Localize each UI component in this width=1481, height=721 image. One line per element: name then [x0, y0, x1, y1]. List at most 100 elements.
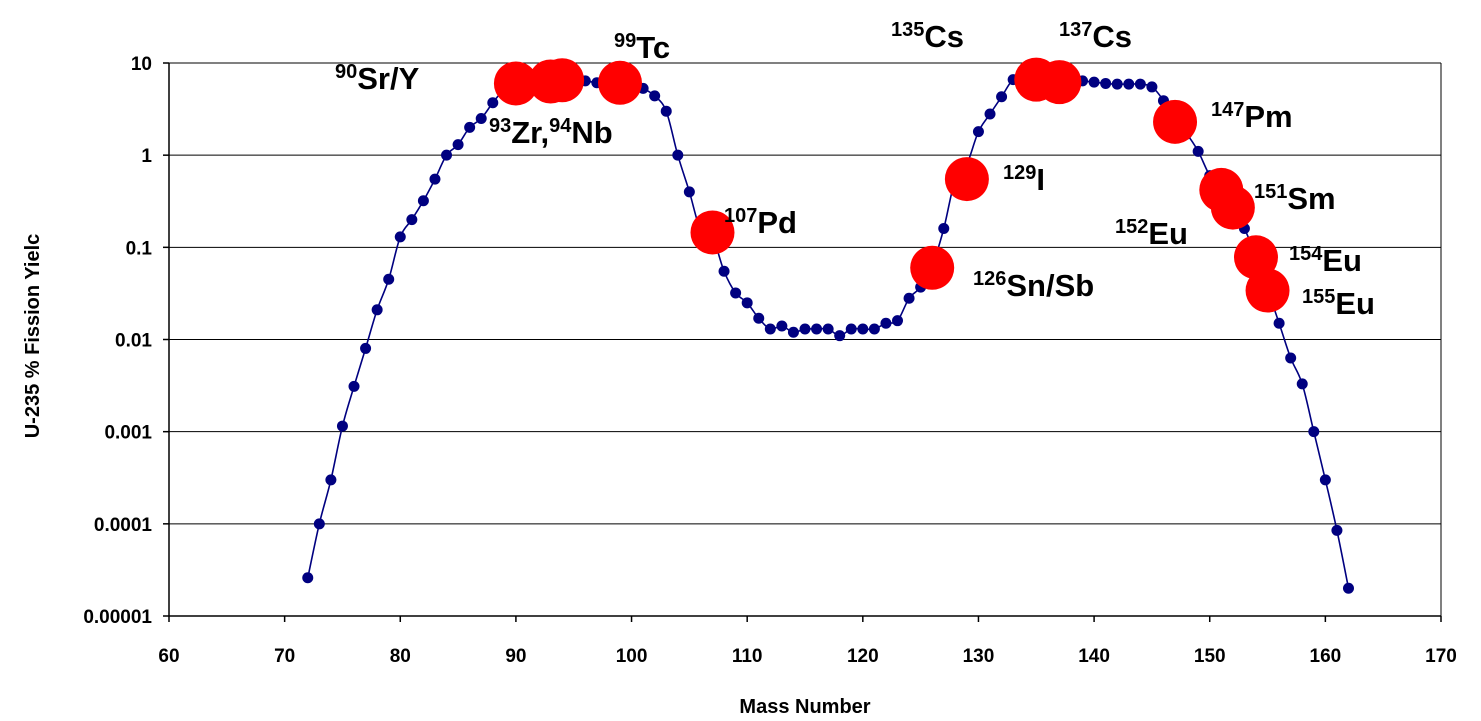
- yield-data-point: [868, 323, 880, 335]
- isotope-element-name: Pd: [757, 205, 797, 240]
- isotope-label: 90Sr/Y: [335, 61, 420, 96]
- isotope-marker-90: [493, 61, 538, 106]
- yield-data-point: [996, 91, 1008, 103]
- yield-data-point: [383, 273, 395, 285]
- isotope-marker-152: [1210, 185, 1255, 230]
- x-tick-label: 170: [1425, 646, 1457, 667]
- y-axis-title: U-235 % Fission Yielc: [22, 234, 44, 439]
- yield-data-point: [753, 312, 765, 324]
- yield-data-point: [1100, 77, 1112, 89]
- yield-data-point: [1308, 426, 1320, 438]
- yield-data-point: [1146, 81, 1158, 93]
- isotope-label: 137Cs: [1059, 19, 1132, 54]
- yield-data-point: [360, 342, 372, 354]
- yield-data-point: [394, 231, 406, 243]
- isotope-element-name: Zr,: [511, 115, 549, 150]
- isotope-mass-number: 129: [1003, 162, 1036, 184]
- yield-data-point: [1123, 78, 1135, 90]
- isotope-element-name: Eu: [1148, 216, 1188, 251]
- yield-data-point: [348, 380, 360, 392]
- isotope-mass-number: 107: [724, 205, 757, 227]
- yield-data-point: [1192, 145, 1204, 157]
- isotope-mass-number: 90: [335, 61, 357, 83]
- yield-data-point: [776, 320, 788, 332]
- yield-data-point: [1111, 78, 1123, 90]
- yield-data-point: [1319, 474, 1331, 486]
- isotope-markers: [493, 57, 1290, 313]
- isotope-element-name: Sn/Sb: [1006, 268, 1094, 303]
- x-tick-label: 140: [1078, 646, 1110, 667]
- yield-data-point: [938, 223, 950, 235]
- yield-data-point: [822, 323, 834, 335]
- x-axis-title: Mass Number: [739, 696, 870, 718]
- isotope-element-name: Eu: [1322, 243, 1362, 278]
- x-tick-label: 130: [963, 646, 995, 667]
- isotope-label: 126Sn/Sb: [973, 268, 1094, 303]
- isotope-label: 107Pd: [724, 205, 797, 240]
- isotope-label: 93Zr,94Nb: [489, 115, 613, 150]
- y-tick-label: 10: [131, 54, 152, 75]
- x-tick-label: 120: [847, 646, 879, 667]
- isotope-marker-129: [944, 157, 989, 202]
- isotope-label: 99Tc: [614, 30, 670, 65]
- isotope-label: 135Cs: [891, 19, 964, 54]
- yield-data-point: [730, 287, 742, 299]
- isotope-marker-147: [1153, 99, 1198, 144]
- x-tick-label: 70: [274, 646, 295, 667]
- x-tick-label: 150: [1194, 646, 1226, 667]
- isotope-marker-107: [690, 210, 735, 255]
- isotope-labels: 90Sr/Y 93Zr,94Nb 99Tc 107Pd 126Sn/Sb 129I 135C…: [335, 19, 1375, 321]
- isotope-mass-number: 155: [1302, 286, 1335, 308]
- isotope-mass-number: 93: [489, 115, 511, 137]
- isotope-label: 147Pm: [1211, 99, 1293, 134]
- yield-data-point: [834, 330, 846, 342]
- isotope-mass-number: 154: [1289, 243, 1323, 265]
- yield-data-point: [1342, 582, 1354, 594]
- y-tick-label: 0.01: [115, 331, 152, 352]
- isotope-marker-126: [910, 245, 955, 290]
- yield-data-point: [741, 297, 753, 309]
- isotope-label: 129I: [1003, 162, 1045, 197]
- isotope-label: 152Eu: [1115, 216, 1188, 251]
- yield-data-point: [417, 195, 429, 207]
- isotope-element-name: Tc: [636, 30, 670, 65]
- isotope-element-name: Eu: [1335, 286, 1375, 321]
- yield-data-point: [325, 474, 337, 486]
- x-tick-label: 80: [390, 646, 411, 667]
- yield-data-point: [892, 315, 904, 327]
- yield-data-point: [1134, 78, 1146, 90]
- isotope-marker-155: [1245, 268, 1290, 313]
- yield-data-point: [1273, 317, 1285, 329]
- yield-data-point: [429, 173, 441, 185]
- isotope-label: 155Eu: [1302, 286, 1375, 321]
- isotope-marker-94: [540, 58, 585, 103]
- yield-data-point: [903, 292, 915, 304]
- yield-data-point: [672, 149, 684, 161]
- y-ticks: 0.00001 0.0001 0.001 0.01 0.1 1 10: [83, 54, 169, 628]
- x-tick-label: 100: [616, 646, 648, 667]
- yield-data-point: [683, 186, 695, 198]
- x-tick-label: 60: [158, 646, 179, 667]
- isotope-label: 154Eu: [1289, 243, 1362, 278]
- isotope-element-name: Pm: [1244, 99, 1292, 134]
- yield-data-point: [972, 126, 984, 138]
- isotope-mass-number: 147: [1211, 99, 1244, 121]
- isotope-element-name: Cs: [924, 19, 964, 54]
- yield-data-point: [1285, 352, 1297, 364]
- isotope-element-name: Nb: [571, 115, 612, 150]
- yield-data-point: [487, 97, 499, 109]
- isotope-marker-137: [1037, 60, 1082, 105]
- isotope-mass-number: 152: [1115, 216, 1148, 238]
- yield-data-point: [718, 265, 730, 277]
- isotope-mass-number: 126: [973, 268, 1006, 290]
- isotope-mass-number: 151: [1254, 181, 1287, 203]
- yield-data-point: [880, 317, 892, 329]
- yield-data-point: [406, 214, 418, 226]
- isotope-marker-99: [597, 60, 642, 105]
- yield-data-point: [857, 323, 869, 335]
- isotope-element-name: Sr/Y: [357, 61, 419, 96]
- isotope-element-name: I: [1036, 162, 1045, 197]
- yield-data-point: [764, 323, 776, 335]
- yield-data-point: [302, 572, 314, 584]
- yield-data-point: [811, 323, 823, 335]
